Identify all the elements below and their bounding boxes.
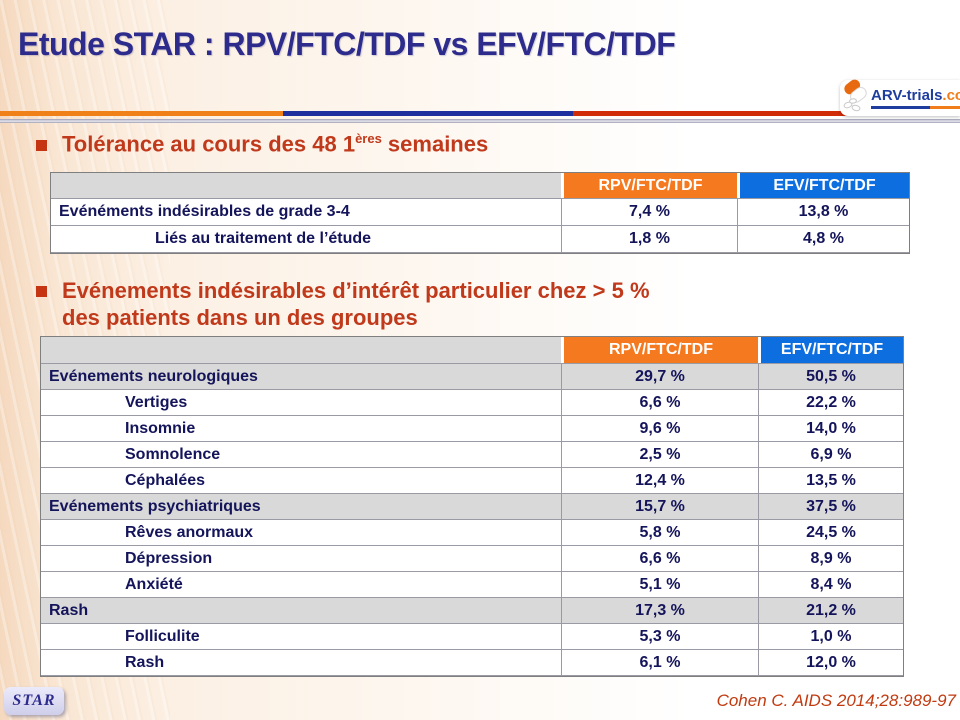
efv-value: 37,5 % — [758, 494, 903, 519]
rpv-value: 12,4 % — [561, 468, 758, 493]
gray-divider — [0, 119, 960, 123]
row-label: Somnolence — [125, 445, 221, 463]
section-heading-tolerance: Tolérance au cours des 48 1ères semaines — [36, 131, 488, 157]
rpv-value: 5,8 % — [561, 520, 758, 545]
table-row: Evénéments indésirables de grade 3-4 7,4… — [51, 199, 909, 226]
empty-header-cell — [41, 337, 561, 363]
row-label: Evénéments indésirables de grade 3-4 — [59, 203, 350, 220]
row-label: Céphalées — [125, 471, 206, 489]
pill-capsule-icon — [841, 79, 871, 118]
row-label: Dépression — [125, 549, 213, 567]
row-label: Vertiges — [125, 393, 188, 411]
rpv-value: 15,7 % — [561, 494, 758, 519]
efv-value: 8,4 % — [758, 572, 903, 597]
row-label: Anxiété — [125, 575, 183, 593]
divider-segment-red — [573, 111, 960, 116]
bullet-square-icon — [36, 140, 47, 151]
table-row: Somnolence 2,5 % 6,9 % — [41, 442, 903, 468]
table-row: Rash 17,3 % 21,2 % — [41, 598, 903, 624]
table-row: Evénements psychiatriques 15,7 % 37,5 % — [41, 494, 903, 520]
rpv-value: 17,3 % — [561, 598, 758, 623]
table-header-efv: EFV/FTC/TDF — [758, 337, 903, 363]
table-row: Dépression 6,6 % 8,9 % — [41, 546, 903, 572]
section-heading-adverse-events-text: Evénements indésirables d’intérêt partic… — [62, 278, 650, 330]
logo-text: ARV-trials.com — [871, 86, 960, 104]
row-label: Evénements neurologiques — [49, 367, 258, 385]
rpv-value: 5,1 % — [561, 572, 758, 597]
table-header-efv: EFV/FTC/TDF — [737, 173, 909, 198]
efv-value: 24,5 % — [758, 520, 903, 545]
table-row: Evénements neurologiques 29,7 % 50,5 % — [41, 364, 903, 390]
table-row: Anxiété 5,1 % 8,4 % — [41, 572, 903, 598]
efv-value: 13,5 % — [758, 468, 903, 493]
tricolor-divider — [0, 111, 960, 116]
efv-value: 6,9 % — [758, 442, 903, 467]
tolerance-table: RPV/FTC/TDF EFV/FTC/TDF Evénéments indés… — [50, 172, 910, 254]
star-badge: STAR — [4, 687, 64, 715]
efv-value: 22,2 % — [758, 390, 903, 415]
table-row: Vertiges 6,6 % 22,2 % — [41, 390, 903, 416]
rpv-value: 6,6 % — [561, 390, 758, 415]
adverse-events-table-header-row: RPV/FTC/TDF EFV/FTC/TDF — [41, 337, 903, 364]
rpv-value: 7,4 % — [561, 199, 737, 225]
table-row: Liés au traitement de l’étude 1,8 % 4,8 … — [51, 226, 909, 253]
table-header-rpv: RPV/FTC/TDF — [561, 173, 737, 198]
rpv-value: 2,5 % — [561, 442, 758, 467]
rpv-value: 9,6 % — [561, 416, 758, 441]
efv-value: 12,0 % — [758, 650, 903, 675]
page-title: Etude STAR : RPV/FTC/TDF vs EFV/FTC/TDF — [18, 26, 676, 62]
efv-value: 50,5 % — [758, 364, 903, 389]
adverse-events-table: RPV/FTC/TDF EFV/FTC/TDF Evénements neuro… — [40, 336, 904, 677]
table-row: Rash 6,1 % 12,0 % — [41, 650, 903, 676]
table-row: Insomnie 9,6 % 14,0 % — [41, 416, 903, 442]
row-label: Folliculite — [125, 627, 200, 645]
efv-value: 21,2 % — [758, 598, 903, 623]
rpv-value: 1,8 % — [561, 226, 737, 252]
row-label: Rêves anormaux — [125, 523, 254, 541]
divider-segment-blue — [283, 111, 573, 116]
efv-value: 4,8 % — [737, 226, 909, 252]
row-label: Evénements psychiatriques — [49, 497, 261, 515]
section-heading-adverse-events: Evénements indésirables d’intérêt partic… — [36, 277, 650, 331]
tolerance-table-header-row: RPV/FTC/TDF EFV/FTC/TDF — [51, 173, 909, 199]
table-row: Rêves anormaux 5,8 % 24,5 % — [41, 520, 903, 546]
bullet-square-icon — [36, 286, 47, 297]
table-header-rpv: RPV/FTC/TDF — [561, 337, 758, 363]
empty-header-cell — [51, 173, 561, 198]
arv-trials-logo: ARV-trials.com — [840, 79, 960, 118]
rpv-value: 5,3 % — [561, 624, 758, 649]
efv-value: 13,8 % — [737, 199, 909, 225]
table-row: Céphalées 12,4 % 13,5 % — [41, 468, 903, 494]
row-label: Insomnie — [125, 419, 196, 437]
citation: Cohen C. AIDS 2014;28:989-97 — [716, 691, 956, 710]
rpv-value: 6,1 % — [561, 650, 758, 675]
row-label: Rash — [49, 601, 89, 619]
efv-value: 14,0 % — [758, 416, 903, 441]
rpv-value: 29,7 % — [561, 364, 758, 389]
efv-value: 1,0 % — [758, 624, 903, 649]
table-row: Folliculite 5,3 % 1,0 % — [41, 624, 903, 650]
row-label: Liés au traitement de l’étude — [155, 230, 372, 247]
row-label: Rash — [125, 653, 165, 671]
efv-value: 8,9 % — [758, 546, 903, 571]
logo-underline — [871, 105, 960, 109]
divider-segment-orange — [0, 111, 283, 116]
section-heading-tolerance-text: Tolérance au cours des 48 1ères semaines — [62, 131, 489, 157]
rpv-value: 6,6 % — [561, 546, 758, 571]
